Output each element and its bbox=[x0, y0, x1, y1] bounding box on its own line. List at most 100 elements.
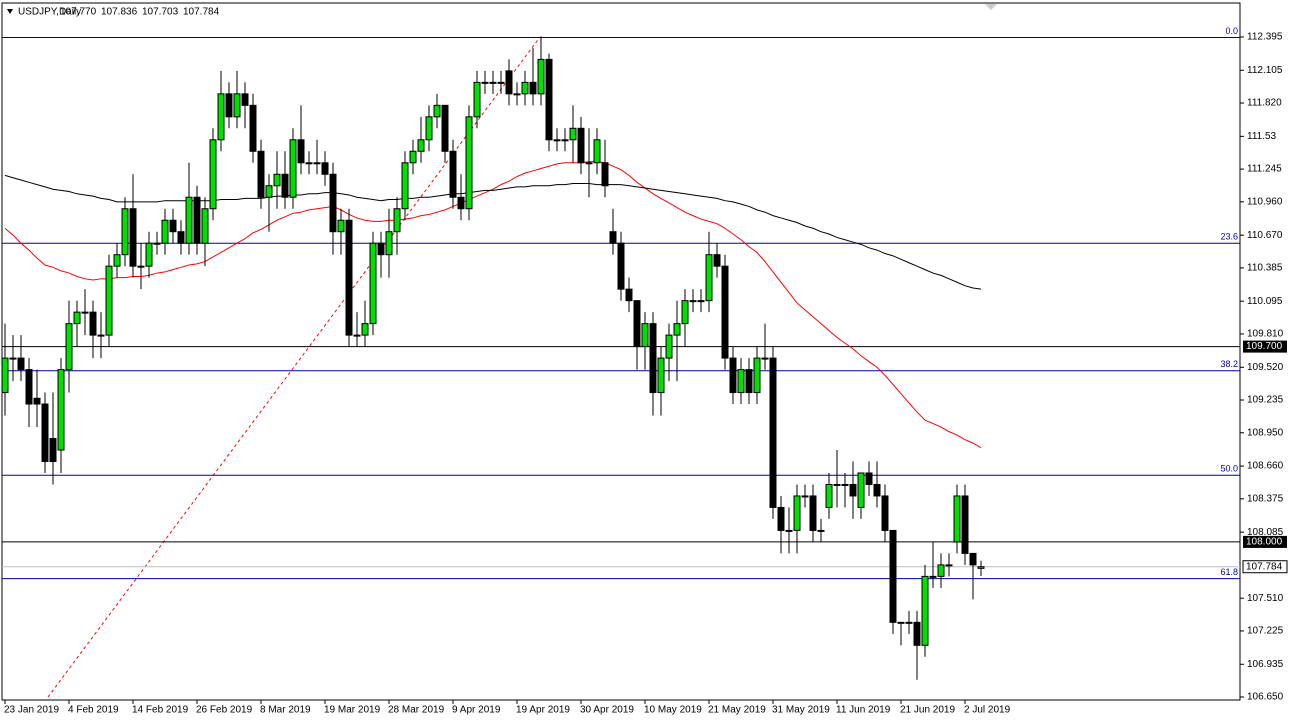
current-price-label: 107.784 bbox=[1246, 561, 1283, 572]
candle-body bbox=[425, 116, 433, 141]
candle-body bbox=[249, 104, 257, 152]
candle-body bbox=[465, 116, 473, 210]
x-tick-label: 21 Jun 2019 bbox=[900, 705, 955, 716]
candle-body bbox=[241, 93, 249, 106]
candle-body bbox=[961, 495, 969, 554]
y-tick-label: 111.245 bbox=[1247, 164, 1282, 175]
y-tick-label: 111.53 bbox=[1247, 131, 1277, 142]
candle-body bbox=[617, 242, 625, 290]
candle-body bbox=[713, 254, 721, 267]
candle-body bbox=[561, 139, 569, 142]
candle-body bbox=[697, 300, 705, 303]
candle-body bbox=[841, 483, 849, 486]
x-tick-label: 21 May 2019 bbox=[708, 705, 766, 716]
candle-body bbox=[497, 81, 505, 84]
candle-body bbox=[657, 357, 665, 394]
x-tick-label: 28 Mar 2019 bbox=[388, 705, 445, 716]
moving-average-line bbox=[4, 161, 982, 449]
candle-body bbox=[929, 575, 937, 578]
candle-body bbox=[265, 185, 273, 198]
candle-body bbox=[297, 139, 305, 164]
x-tick-label: 14 Feb 2019 bbox=[132, 705, 189, 716]
header-price: 107.770 bbox=[60, 7, 97, 18]
x-tick-label: 30 Apr 2019 bbox=[580, 705, 634, 716]
x-tick-label: 11 Jun 2019 bbox=[836, 705, 891, 716]
candle-body bbox=[377, 242, 385, 256]
y-tick-label: 108.085 bbox=[1247, 527, 1284, 538]
candle-body bbox=[529, 81, 537, 95]
candle-body bbox=[777, 506, 785, 531]
x-tick-label: 8 Mar 2019 bbox=[260, 705, 311, 716]
candle-body bbox=[849, 483, 857, 497]
candle-body bbox=[705, 254, 713, 302]
y-tick-label: 110.670 bbox=[1247, 230, 1283, 241]
header-price: 107.836 bbox=[101, 7, 138, 18]
candle-body bbox=[57, 369, 65, 451]
candle-body bbox=[409, 150, 417, 164]
candle-body bbox=[81, 311, 89, 314]
axes: 112.395 112.105 111.820 111.53 111.245 110.96… bbox=[4, 32, 1288, 716]
candle-body bbox=[889, 529, 897, 623]
candle-body bbox=[185, 196, 193, 244]
candle-body bbox=[577, 127, 585, 164]
candle-body bbox=[729, 357, 737, 394]
x-tick-label: 26 Feb 2019 bbox=[196, 705, 253, 716]
candle-body bbox=[65, 323, 73, 371]
candle-body bbox=[537, 58, 545, 95]
candle-body bbox=[257, 150, 265, 198]
candle-body bbox=[913, 621, 921, 646]
candle-body bbox=[753, 357, 761, 394]
candle-body bbox=[601, 162, 609, 187]
fib-level-label: 50.0 bbox=[1220, 464, 1238, 474]
candle-body bbox=[169, 219, 177, 233]
candle-body bbox=[569, 127, 577, 141]
y-tick-label: 106.935 bbox=[1247, 659, 1284, 670]
candle-body bbox=[809, 495, 817, 531]
y-tick-label: 110.385 bbox=[1247, 263, 1283, 274]
candle-body bbox=[1, 357, 9, 394]
candle-body bbox=[649, 323, 657, 394]
candle-body bbox=[785, 529, 793, 532]
candle-body bbox=[289, 139, 297, 198]
y-tick-label: 107.225 bbox=[1247, 626, 1284, 637]
moving-average-line bbox=[4, 174, 982, 290]
candle-body bbox=[481, 81, 489, 84]
fib-trend-line bbox=[47, 36, 541, 698]
candle-body bbox=[593, 139, 601, 164]
candle-body bbox=[625, 288, 633, 302]
y-tick-label: 108.660 bbox=[1247, 461, 1284, 472]
candle-body bbox=[33, 397, 41, 405]
candle-body bbox=[209, 139, 217, 210]
candle-body bbox=[281, 173, 289, 198]
candle-body bbox=[129, 208, 137, 267]
candle-body bbox=[553, 139, 561, 142]
price-level-label: 108.000 bbox=[1246, 537, 1283, 548]
candle-body bbox=[545, 58, 553, 141]
candle-body bbox=[201, 208, 209, 244]
candle-body bbox=[73, 311, 81, 325]
menu-arrow[interactable] bbox=[7, 9, 13, 14]
x-tick-label: 9 Apr 2019 bbox=[452, 705, 501, 716]
candle-body bbox=[737, 369, 745, 394]
x-tick-label: 2 Jul 2019 bbox=[964, 705, 1011, 716]
candle-body bbox=[17, 357, 25, 371]
y-tick-label: 107.510 bbox=[1247, 593, 1284, 604]
y-tick-label: 108.375 bbox=[1247, 493, 1284, 504]
header-prices: 107.770 107.836 107.703 107.784 bbox=[60, 7, 220, 18]
candle-body bbox=[49, 438, 57, 462]
candle-body bbox=[273, 173, 281, 187]
candle-body bbox=[817, 529, 825, 532]
candle-body bbox=[825, 483, 833, 508]
candle-body bbox=[393, 208, 401, 233]
y-tick-label: 112.395 bbox=[1247, 32, 1283, 43]
y-tick-label: 109.810 bbox=[1247, 329, 1284, 340]
candle-body bbox=[89, 311, 97, 336]
candle-body bbox=[633, 300, 641, 348]
candle-body bbox=[441, 104, 449, 152]
plot-frame bbox=[1, 2, 1241, 701]
candle-body bbox=[337, 219, 345, 233]
x-tick-label: 19 Mar 2019 bbox=[324, 705, 381, 716]
candle-body bbox=[353, 334, 361, 337]
candle-body bbox=[585, 162, 593, 165]
